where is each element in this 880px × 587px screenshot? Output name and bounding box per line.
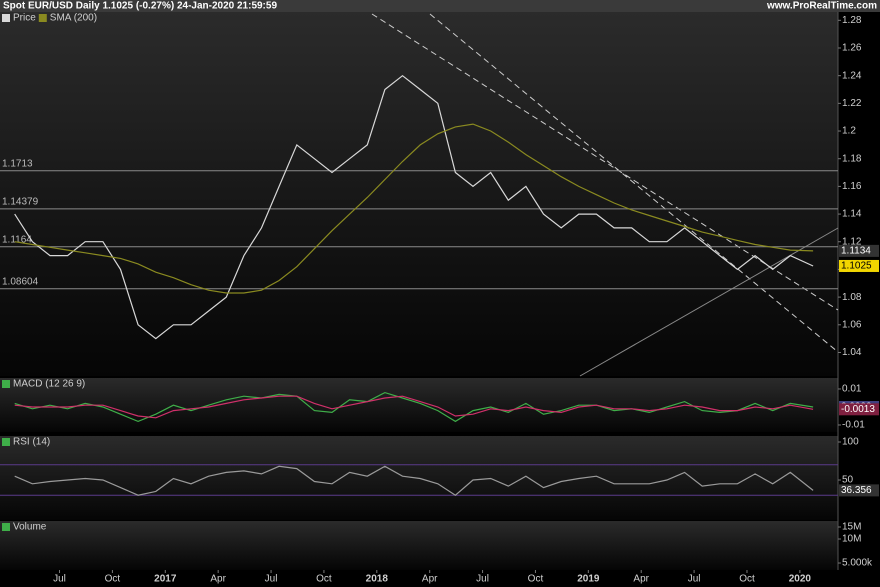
- legend-swatch: [2, 438, 10, 446]
- y-tick-label: 15M: [842, 522, 861, 533]
- legend-label: SMA (200): [50, 13, 97, 24]
- y-tick-label: 1.18: [842, 153, 862, 164]
- header-bar: [0, 0, 880, 12]
- x-tick-label: 2018: [366, 574, 389, 585]
- y-tick-label: 1.06: [842, 319, 862, 330]
- y-tick-label: 1.28: [842, 15, 862, 26]
- y-tick-label: 0.01: [842, 384, 862, 395]
- level-label: 1.1713: [2, 158, 33, 169]
- chart-title: Spot EUR/USD Daily 1.1025 (-0.27%) 24-Ja…: [3, 1, 277, 12]
- x-tick-label: Jul: [53, 574, 66, 585]
- level-label: 1.08604: [2, 276, 39, 287]
- value-tag-label: 1.1134: [841, 246, 871, 257]
- series-line: [14, 465, 814, 496]
- series-line: [14, 395, 814, 419]
- legend-swatch: [38, 14, 47, 22]
- y-tick-label: 1.26: [842, 43, 862, 54]
- series-line: [14, 123, 814, 294]
- value-tag: [839, 244, 879, 257]
- legend-swatch: [2, 523, 10, 531]
- panel-title: RSI (14): [13, 437, 50, 448]
- x-tick-label: Jul: [688, 574, 701, 585]
- x-tick-label: Apr: [422, 574, 438, 585]
- legend-swatch: [2, 14, 10, 22]
- source: www.ProRealTime.com: [766, 1, 877, 12]
- x-tick-label: Oct: [528, 574, 544, 585]
- y-tick-label: 1.14: [842, 209, 862, 220]
- trend-line: [429, 13, 839, 353]
- y-tick-label: 1.24: [842, 70, 862, 81]
- x-tick-label: Oct: [316, 574, 332, 585]
- x-tick-label: Oct: [739, 574, 755, 585]
- trend-line: [371, 13, 839, 311]
- y-tick-label: 5.000k: [842, 558, 873, 569]
- y-tick-label: -0.01: [842, 420, 865, 431]
- legend-swatch: [2, 380, 10, 388]
- x-tick-label: 2019: [577, 574, 600, 585]
- value-tag: [839, 403, 879, 416]
- value-tag-label: 36.356: [841, 485, 872, 496]
- value-tag: [839, 484, 879, 497]
- y-tick-label: 1.12: [842, 236, 862, 247]
- value-tag: [839, 259, 879, 272]
- x-tick-label: Oct: [105, 574, 121, 585]
- panel-title: Volume: [13, 522, 47, 533]
- volume-panel: [0, 521, 838, 570]
- legend-label: Price: [13, 13, 36, 24]
- x-tick-label: Jul: [476, 574, 489, 585]
- series-line: [14, 74, 814, 340]
- y-tick-label: 1.08: [842, 292, 862, 303]
- y-tick-label: 100: [842, 437, 859, 448]
- x-tick-label: Apr: [633, 574, 649, 585]
- value-tag-label: -0.0013: [841, 404, 875, 415]
- x-tick-label: Apr: [210, 574, 226, 585]
- macd-panel: [0, 378, 838, 432]
- level-label: 1.1164: [2, 234, 32, 245]
- y-tick-label: 1.2: [842, 126, 856, 137]
- panel-title: MACD (12 26 9): [13, 379, 85, 390]
- x-tick-label: 2020: [789, 574, 812, 585]
- y-tick-label: 50: [842, 475, 854, 486]
- value-tag-label: 1.1025: [841, 261, 872, 272]
- price-panel: [0, 12, 838, 376]
- level-label: 1.14379: [2, 196, 39, 207]
- x-tick-label: Jul: [265, 574, 278, 585]
- y-tick-label: 1.04: [842, 347, 862, 358]
- y-tick-label: 1.16: [842, 181, 862, 192]
- y-tick-label: 1.22: [842, 98, 862, 109]
- trend-line: [579, 227, 839, 377]
- y-tick-label: 10M: [842, 534, 861, 545]
- series-line: [14, 391, 814, 423]
- x-tick-label: 2017: [154, 574, 177, 585]
